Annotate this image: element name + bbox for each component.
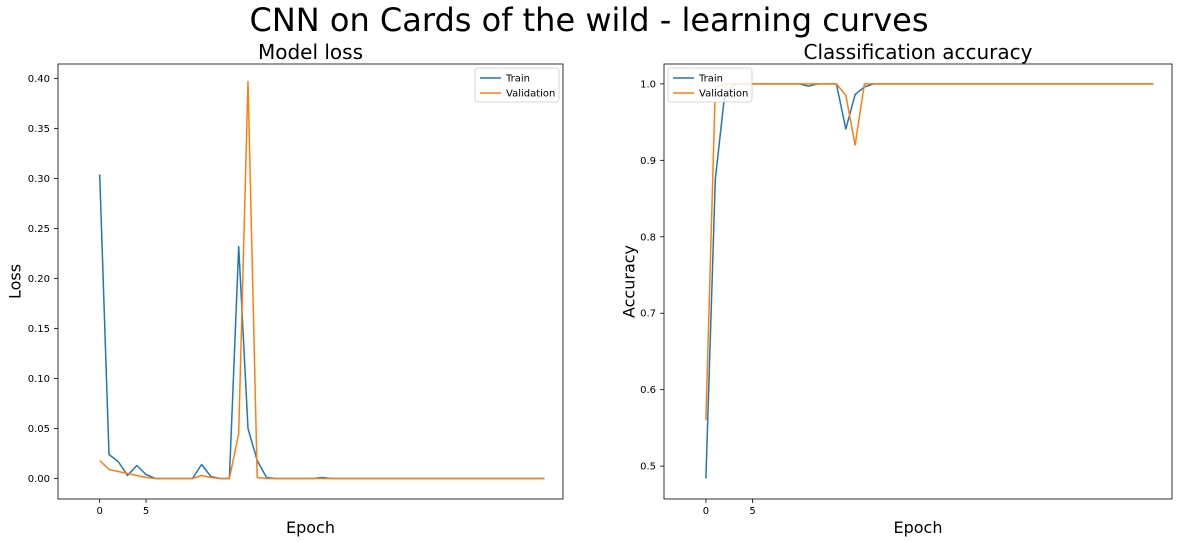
y-tick-label: 0.40 — [28, 74, 50, 85]
y-tick-label: 0.7 — [640, 309, 656, 320]
legend-label-validation: Validation — [699, 89, 748, 100]
y-tick-label: 0.10 — [28, 374, 50, 385]
legend-label-validation: Validation — [506, 89, 555, 100]
x-axis-label: Epoch — [286, 518, 335, 537]
loss-chart: Model loss Epoch Loss 0 5 0.00 0.05 0.10 0.15 0.2… — [6, 40, 564, 537]
y-tick-label: 0.25 — [28, 224, 50, 235]
legend-label-train: Train — [698, 74, 723, 85]
y-tick-label: 1.0 — [640, 79, 656, 90]
y-tick-label: 0.35 — [28, 124, 50, 135]
legend-label-train: Train — [505, 74, 530, 85]
y-tick-label: 0.30 — [28, 174, 50, 185]
y-tick-label: 0.15 — [28, 324, 50, 335]
series-line-validation — [705, 83, 1154, 421]
figure-title: CNN on Cards of the wild - learning curv… — [249, 1, 929, 39]
chart-title: Model loss — [258, 40, 363, 64]
plot-area — [57, 63, 564, 500]
chart-title: Classification accuracy — [804, 40, 1033, 64]
x-tick-label: 0 — [703, 506, 709, 517]
plot-area — [663, 63, 1173, 500]
y-axis-label: Accuracy — [620, 245, 639, 318]
x-tick-label: 5 — [749, 506, 755, 517]
x-tick-label: 5 — [143, 506, 149, 517]
y-tick-label: 0.00 — [28, 474, 50, 485]
y-axis-label: Loss — [6, 264, 25, 299]
y-tick-label: 0.20 — [28, 274, 50, 285]
x-axis-label: Epoch — [894, 518, 943, 537]
y-tick-label: 0.6 — [640, 385, 656, 396]
y-tick-label: 0.9 — [640, 156, 656, 167]
x-tick-label: 0 — [97, 506, 103, 517]
y-tick-label: 0.05 — [28, 424, 50, 435]
y-tick-label: 0.8 — [640, 232, 656, 243]
y-tick-label: 0.5 — [640, 462, 656, 473]
accuracy-chart: Classification accuracy Epoch Accuracy 0 5 0.… — [620, 40, 1173, 537]
series-line-validation — [99, 80, 545, 480]
